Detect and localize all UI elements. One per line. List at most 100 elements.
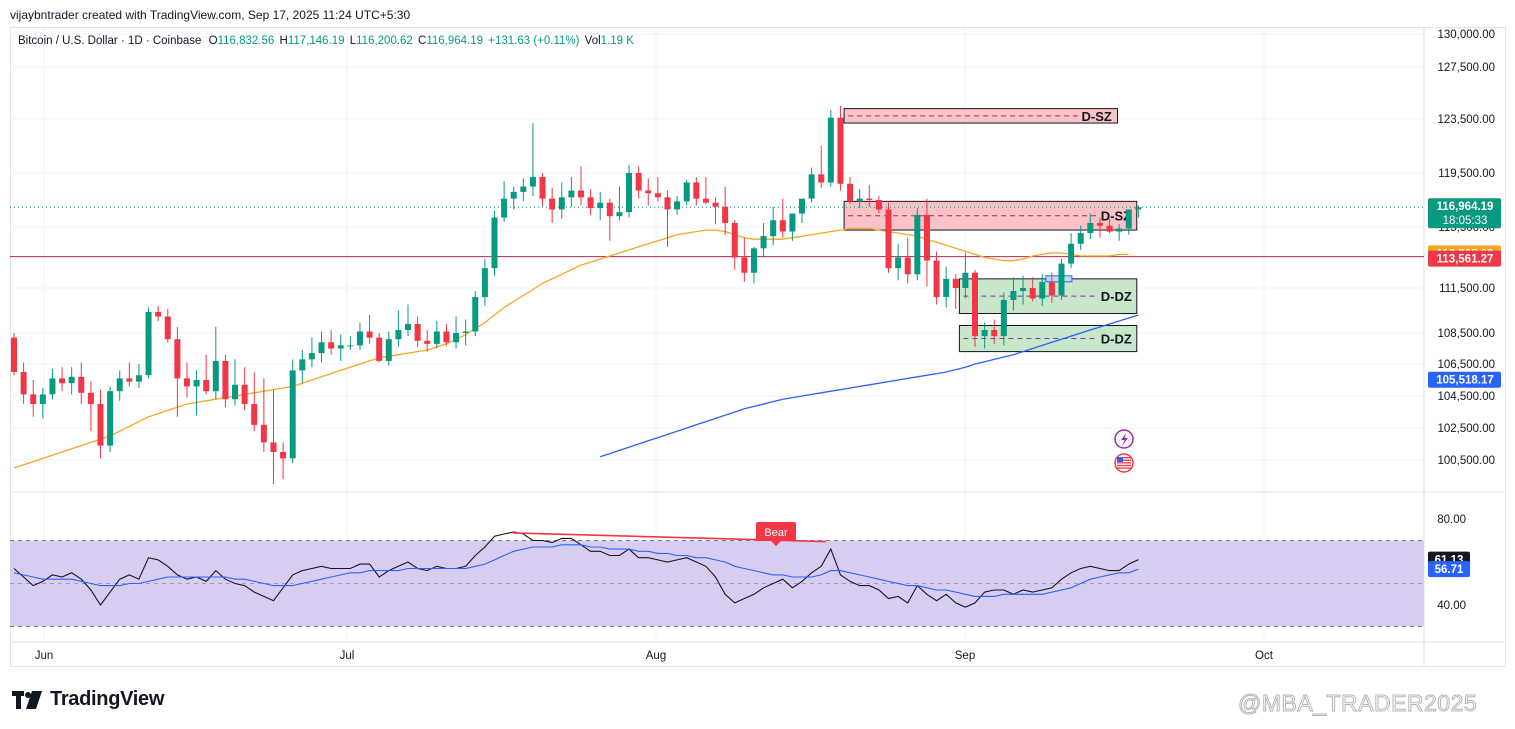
candle-up[interactable] — [405, 324, 412, 330]
candle-down[interactable] — [635, 173, 642, 191]
price-label[interactable]: 116,964.19 18:05:33 — [1428, 198, 1501, 229]
candle-down[interactable] — [606, 202, 613, 217]
candle-down[interactable] — [59, 378, 66, 384]
candle-down[interactable] — [414, 324, 421, 341]
rsi-value-label[interactable]: 56.71 — [1428, 561, 1470, 578]
candle-down[interactable] — [241, 384, 248, 404]
candle-up[interactable] — [232, 384, 239, 400]
candle-down[interactable] — [885, 209, 892, 269]
candle-down[interactable] — [847, 183, 854, 202]
price-label[interactable]: 113,561.27 — [1428, 250, 1501, 267]
candle-down[interactable] — [222, 360, 229, 400]
candle-down[interactable] — [741, 257, 748, 273]
candle-down[interactable] — [203, 380, 210, 392]
candle-down[interactable] — [577, 190, 584, 198]
candle-up[interactable] — [808, 174, 815, 199]
candle-up[interactable] — [337, 345, 344, 349]
candle-up[interactable] — [193, 380, 200, 387]
candle-down[interactable] — [731, 222, 738, 258]
candle-up[interactable] — [318, 342, 325, 354]
candle-up[interactable] — [674, 201, 681, 210]
candle-up[interactable] — [1135, 207, 1142, 210]
candle-up[interactable] — [510, 191, 517, 199]
tradingview-logo[interactable]: TradingView — [12, 688, 164, 711]
candle-up[interactable] — [145, 312, 152, 376]
candle-up[interactable] — [1010, 291, 1017, 300]
candle-up[interactable] — [981, 330, 988, 337]
candle-up[interactable] — [914, 214, 921, 275]
candle-down[interactable] — [270, 442, 277, 452]
candle-up[interactable] — [943, 278, 950, 297]
candle-down[interactable] — [779, 220, 786, 232]
candle-down[interactable] — [424, 340, 431, 344]
price-label[interactable]: 105,518.17 — [1428, 371, 1501, 388]
candle-down[interactable] — [97, 404, 104, 446]
candle-up[interactable] — [1058, 263, 1065, 296]
candle-down[interactable] — [549, 198, 556, 210]
candle-down[interactable] — [443, 331, 450, 343]
candle-up[interactable] — [501, 198, 508, 218]
candle-up[interactable] — [568, 190, 575, 198]
ma-blue-line[interactable] — [599, 314, 1139, 458]
candle-up[interactable] — [472, 297, 479, 332]
candle-up[interactable] — [453, 333, 460, 343]
candle-down[interactable] — [722, 206, 729, 223]
rsi-ma-line[interactable] — [13, 544, 1139, 597]
candle-down[interactable] — [923, 214, 930, 261]
candle-up[interactable] — [760, 236, 767, 249]
candle-down[interactable] — [1029, 288, 1036, 299]
candle-up[interactable] — [308, 353, 315, 360]
candle-down[interactable] — [164, 316, 171, 340]
candle-down[interactable] — [280, 452, 287, 459]
candle-up[interactable] — [770, 220, 777, 237]
candle-up[interactable] — [135, 375, 142, 382]
bear-annotation[interactable]: Bear — [756, 522, 796, 546]
candle-down[interactable] — [818, 174, 825, 183]
candle-down[interactable] — [587, 197, 594, 209]
candle-down[interactable] — [183, 378, 190, 387]
candle-down[interactable] — [1096, 222, 1103, 226]
candle-down[interactable] — [952, 278, 959, 288]
candle-down[interactable] — [933, 260, 940, 297]
candle-up[interactable] — [895, 257, 902, 269]
candle-up[interactable] — [1020, 288, 1027, 291]
candle-down[interactable] — [366, 331, 373, 338]
candle-up[interactable] — [433, 331, 440, 344]
candle-down[interactable] — [866, 198, 873, 200]
candle-up[interactable] — [789, 213, 796, 232]
candle-down[interactable] — [875, 200, 882, 210]
candle-up[interactable] — [626, 173, 633, 213]
candle-down[interactable] — [645, 190, 652, 194]
candle-up[interactable] — [1068, 243, 1075, 264]
candle-down[interactable] — [702, 198, 709, 203]
candle-up[interactable] — [799, 198, 806, 214]
candle-up[interactable] — [597, 202, 604, 209]
candle-up[interactable] — [1039, 281, 1046, 299]
candle-down[interactable] — [78, 376, 85, 393]
candle-up[interactable] — [520, 186, 527, 192]
candle-down[interactable] — [174, 339, 181, 379]
candle-up[interactable] — [107, 391, 114, 446]
candle-down[interactable] — [20, 372, 27, 395]
candle-down[interactable] — [991, 330, 998, 337]
candle-down[interactable] — [837, 117, 844, 184]
candle-down[interactable] — [1106, 225, 1113, 232]
rsi-line[interactable] — [13, 531, 1139, 608]
candle-up[interactable] — [356, 331, 363, 346]
candle-down[interactable] — [539, 177, 546, 199]
candle-down[interactable] — [972, 272, 978, 337]
candle-down[interactable] — [654, 193, 661, 198]
us-flag-event-icon[interactable] — [1114, 453, 1134, 473]
candle-up[interactable] — [1077, 233, 1084, 244]
candle-up[interactable] — [395, 330, 402, 340]
supply-zone[interactable] — [843, 108, 1119, 124]
candle-up[interactable] — [39, 394, 46, 404]
candle-up[interactable] — [1000, 300, 1007, 337]
candle-up[interactable] — [1116, 228, 1123, 232]
candle-up[interactable] — [529, 177, 536, 187]
candle-down[interactable] — [126, 378, 133, 382]
symbol-title[interactable]: Bitcoin / U.S. Dollar · 1D · Coinbase — [18, 35, 202, 47]
candle-down[interactable] — [328, 342, 335, 349]
candle-up[interactable] — [856, 198, 863, 202]
